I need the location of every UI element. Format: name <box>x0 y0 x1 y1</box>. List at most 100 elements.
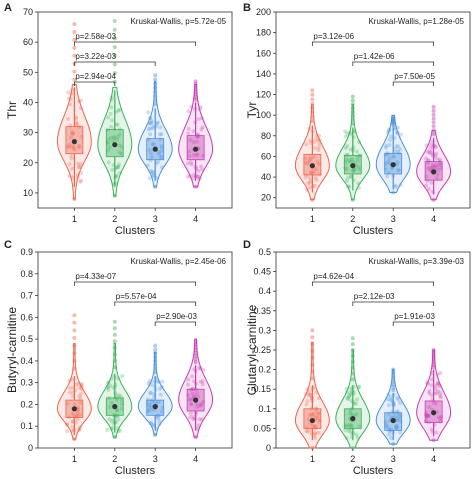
data-point <box>70 144 75 149</box>
data-point <box>148 132 153 137</box>
data-point <box>146 110 151 115</box>
data-point <box>70 377 74 382</box>
data-point <box>187 149 192 154</box>
data-point <box>398 413 403 418</box>
data-point <box>191 153 196 158</box>
y-axis-label: Glutaryl-carnitine <box>245 304 259 395</box>
data-point <box>159 149 164 154</box>
data-point <box>434 176 439 181</box>
y-tick-label: 40 <box>23 97 33 107</box>
data-point <box>200 167 205 172</box>
outlier-point <box>431 352 436 357</box>
y-axis-label: Tyr <box>245 102 259 119</box>
data-point <box>354 397 359 402</box>
outlier-point <box>112 36 117 41</box>
data-point <box>191 129 196 134</box>
data-point <box>150 126 155 131</box>
y-tick-label: 0 <box>266 443 271 453</box>
data-point <box>76 165 81 170</box>
p-value-label: p=3.22e-03 <box>75 52 116 61</box>
p-value-label: p=1.42e-06 <box>354 52 395 61</box>
data-point <box>70 130 75 135</box>
median-point <box>309 163 315 169</box>
data-point <box>199 127 204 132</box>
median-point <box>350 416 356 422</box>
data-point <box>117 393 122 398</box>
outlier-point <box>153 432 158 437</box>
data-point <box>396 168 400 173</box>
outlier-point <box>153 370 158 375</box>
y-tick-label: 0 <box>28 443 33 453</box>
data-points <box>343 94 363 202</box>
outlier-point <box>153 366 158 371</box>
median-point <box>152 404 158 410</box>
data-point <box>344 436 349 441</box>
outlier-point <box>391 122 396 127</box>
y-tick-label: 0.2 <box>20 399 33 409</box>
outlier-point <box>72 69 77 74</box>
y-tick-label: 0.25 <box>253 345 271 355</box>
y-tick-label: 0.45 <box>253 267 271 277</box>
data-point <box>197 404 202 409</box>
data-point <box>115 122 120 127</box>
data-point <box>312 433 317 438</box>
data-point <box>398 132 403 137</box>
data-point <box>116 162 121 167</box>
data-point <box>195 391 199 396</box>
data-point <box>68 96 73 101</box>
data-point <box>314 133 319 138</box>
outlier-point <box>112 332 117 337</box>
outlier-point <box>391 117 396 122</box>
data-point <box>77 427 82 432</box>
outlier-point <box>112 326 117 331</box>
data-point <box>434 163 439 168</box>
data-point <box>116 164 121 169</box>
data-point <box>388 134 393 139</box>
data-point <box>348 408 353 413</box>
median-point <box>431 410 437 416</box>
outlier-point <box>391 190 396 195</box>
data-point <box>395 130 400 135</box>
data-point <box>189 162 194 167</box>
outlier-point <box>431 357 436 362</box>
y-tick-label: 180 <box>256 28 271 38</box>
outlier-point <box>350 106 355 111</box>
data-point <box>316 396 321 401</box>
data-point <box>150 169 155 174</box>
data-point <box>79 382 84 386</box>
data-point <box>67 142 72 147</box>
data-point <box>157 422 162 427</box>
y-axis-label: Butyryl-carnitine <box>5 307 19 393</box>
outlier-point <box>391 115 396 120</box>
data-point <box>393 183 397 188</box>
data-point <box>431 162 436 167</box>
outlier-point <box>193 84 198 89</box>
outlier-point <box>350 336 355 341</box>
data-point <box>69 156 74 161</box>
y-tick-label: 70 <box>23 7 33 17</box>
data-point <box>149 421 154 425</box>
data-point <box>146 381 151 386</box>
data-point <box>152 399 157 404</box>
data-point <box>199 401 203 406</box>
data-point <box>397 416 402 421</box>
outlier-point <box>153 347 158 352</box>
bracket-line <box>392 81 435 86</box>
data-point <box>150 119 154 124</box>
data-point <box>351 178 356 183</box>
data-point <box>316 414 321 419</box>
data-points <box>145 73 165 189</box>
kruskal-wallis-label: Kruskal-Wallis, p=3.39e-03 <box>368 257 464 266</box>
outlier-point <box>112 435 117 440</box>
data-point <box>314 178 319 183</box>
outlier-point <box>310 92 315 97</box>
data-point <box>193 416 197 421</box>
data-point <box>347 394 352 399</box>
outlier-point <box>193 97 198 102</box>
violin-group-3 <box>375 367 411 447</box>
y-tick-label: 0.6 <box>20 312 33 322</box>
data-point <box>157 418 162 423</box>
data-point <box>387 143 392 147</box>
outlier-point <box>431 197 436 202</box>
data-point <box>189 402 194 406</box>
